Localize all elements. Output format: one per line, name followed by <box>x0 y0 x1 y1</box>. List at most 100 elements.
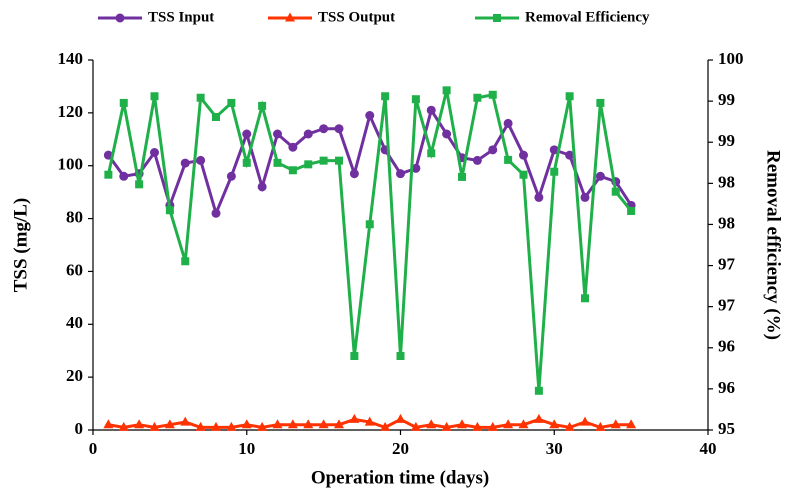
y2-tick-label: 95 <box>718 419 735 438</box>
marker <box>396 169 405 179</box>
marker <box>241 419 252 429</box>
marker <box>334 124 344 134</box>
y2-tick-label: 96 <box>718 337 735 356</box>
marker <box>196 155 206 165</box>
marker <box>180 158 190 168</box>
marker <box>365 220 374 229</box>
marker <box>503 419 514 429</box>
marker <box>365 111 375 120</box>
y-axis-title: TSS (mg/L) <box>10 198 31 293</box>
marker <box>165 206 174 215</box>
marker <box>349 169 359 179</box>
y-tick-label: 60 <box>66 260 83 279</box>
marker <box>426 105 436 115</box>
marker <box>504 155 513 164</box>
marker <box>518 419 529 429</box>
y-tick-label: 20 <box>66 366 83 385</box>
marker <box>242 129 252 139</box>
marker <box>580 416 590 426</box>
marker <box>226 171 236 181</box>
marker <box>549 419 560 429</box>
marker <box>226 421 237 431</box>
marker <box>519 170 528 179</box>
marker <box>115 13 125 23</box>
marker <box>285 12 295 22</box>
x-tick-label: 10 <box>238 439 255 458</box>
legend-label: TSS Output <box>318 9 395 25</box>
marker <box>519 150 528 160</box>
marker <box>534 192 544 202</box>
marker <box>596 98 605 107</box>
marker <box>457 419 467 429</box>
marker <box>350 352 359 360</box>
marker <box>272 419 283 429</box>
marker <box>103 419 114 429</box>
series-line <box>106 89 633 391</box>
marker <box>380 421 391 431</box>
marker <box>426 419 437 429</box>
marker <box>258 101 267 110</box>
marker <box>273 129 282 139</box>
marker <box>364 416 375 426</box>
marker <box>487 421 498 431</box>
marker <box>304 160 313 169</box>
marker <box>334 419 344 429</box>
y2-tick-label: 98 <box>718 213 735 232</box>
y2-tick-label: 96 <box>718 378 735 397</box>
marker <box>211 421 221 431</box>
marker <box>196 93 205 102</box>
marker <box>288 166 297 175</box>
marker <box>473 93 482 102</box>
y-tick-label: 40 <box>66 313 83 332</box>
marker <box>581 294 589 303</box>
marker <box>442 86 451 95</box>
marker <box>118 421 129 431</box>
marker <box>303 419 314 429</box>
marker <box>319 124 329 134</box>
marker <box>626 419 637 429</box>
marker <box>149 421 160 431</box>
marker <box>427 149 436 158</box>
marker <box>442 129 452 139</box>
marker <box>195 421 206 431</box>
y-tick-label: 120 <box>58 102 84 121</box>
marker <box>150 148 159 157</box>
y-tick-label: 100 <box>58 155 84 174</box>
marker <box>119 171 129 181</box>
marker <box>472 421 483 431</box>
marker <box>242 158 251 167</box>
marker <box>458 172 466 181</box>
marker <box>257 182 267 192</box>
marker <box>273 158 282 167</box>
marker <box>150 92 159 101</box>
y-tick-label: 80 <box>66 207 83 226</box>
marker <box>134 419 145 429</box>
marker <box>395 413 406 423</box>
marker <box>119 98 128 107</box>
marker <box>580 192 590 202</box>
marker <box>303 129 313 139</box>
marker <box>396 352 405 360</box>
legend-label: Removal Efficiency <box>525 9 650 25</box>
x-tick-label: 30 <box>546 439 563 458</box>
marker <box>493 14 501 22</box>
x-tick-label: 40 <box>700 439 717 458</box>
marker <box>287 419 298 429</box>
marker <box>318 419 329 429</box>
marker <box>610 419 621 429</box>
marker <box>319 156 328 165</box>
marker <box>549 145 559 155</box>
marker <box>411 163 421 173</box>
marker <box>533 413 544 423</box>
marker <box>381 92 390 101</box>
y2-tick-label: 99 <box>718 131 735 150</box>
marker <box>257 421 268 431</box>
marker <box>565 92 574 101</box>
marker <box>627 206 636 215</box>
marker <box>227 98 236 107</box>
marker <box>212 112 220 121</box>
x-tick-label: 20 <box>392 439 409 458</box>
marker <box>335 156 343 165</box>
marker <box>181 257 190 266</box>
